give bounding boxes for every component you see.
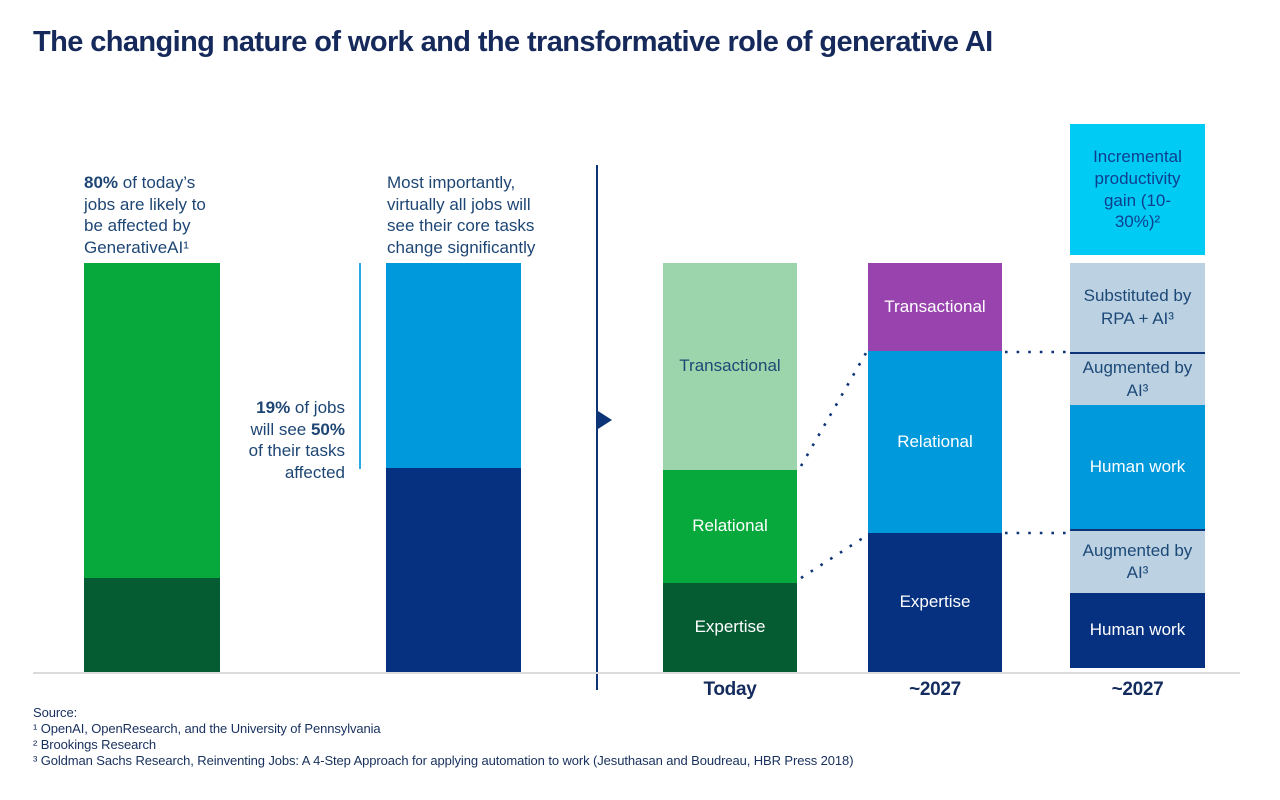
incremental-productivity-gain-label: Incremental productivity gain (10-30%)²	[1093, 147, 1182, 232]
annotation-core-tasks: Most importantly, virtually all jobs wil…	[387, 173, 536, 257]
bar-segment-transactional: Transactional	[868, 263, 1002, 351]
bar-segment-tasks-change-share	[386, 263, 521, 468]
bar-segment-label: Expertise	[899, 592, 971, 612]
bar-segment-augmented-by-ai-upper: Augmented by AI³	[1070, 352, 1205, 405]
bar-segment-expertise: Expertise	[663, 583, 797, 672]
bar-segment-label: Human work	[1089, 456, 1186, 476]
bar-segment-label: Human work	[1089, 620, 1186, 640]
bar-jobs-affected	[84, 263, 220, 672]
bar-segment-label: Transactional	[884, 296, 986, 316]
bar-segment-transactional: Transactional	[663, 263, 797, 470]
annotation-80pct-bold: 80%	[84, 173, 119, 192]
annotation-19pct-bold1: 19%	[256, 398, 291, 417]
bar-segment-remainder	[84, 578, 220, 672]
source-line-heading: Source:	[33, 705, 78, 720]
bar-segment-remainder	[386, 468, 521, 672]
annotation-19pct-tick-line	[359, 263, 361, 469]
bar-segment-relational: Relational	[868, 351, 1002, 533]
bar-segment-label: Transactional	[679, 356, 781, 376]
axis-label-today: Today	[703, 679, 757, 700]
connector-dotted-expertise	[800, 534, 867, 580]
bar-segment-substituted-by-rpa-ai: Substituted by RPA + AI³	[1070, 263, 1205, 352]
bar-segment-label: Augmented by AI³	[1082, 540, 1193, 582]
source-note: Source: ¹ OpenAI, OpenResearch, and the …	[33, 705, 854, 769]
bar-segment-augmented-by-ai-lower: Augmented by AI³	[1070, 529, 1205, 593]
bar-segment-expertise: Expertise	[868, 533, 1002, 672]
bar-segment-label: Augmented by AI³	[1082, 358, 1193, 400]
source-line-3: ³ Goldman Sachs Research, Reinventing Jo…	[33, 753, 854, 768]
annotation-80pct-rest: of today’s jobs are likely to be affecte…	[84, 173, 206, 257]
chart-baseline	[33, 672, 1240, 674]
source-line-2: ² Brookings Research	[33, 737, 156, 752]
bar-segment-label: Relational	[692, 516, 768, 536]
bar-segment-human-work-lower: Human work	[1070, 593, 1205, 668]
bar-segment-label: Expertise	[694, 617, 766, 637]
bar-segment-label: Relational	[897, 431, 973, 451]
source-line-1: ¹ OpenAI, OpenResearch, and the Universi…	[33, 721, 381, 736]
axis-label-2027-mid: ~2027	[909, 679, 961, 700]
bar-segment-relational: Relational	[663, 470, 797, 583]
bar-segment-affected-share	[84, 263, 220, 578]
section-divider-line	[596, 165, 598, 690]
page-title: The changing nature of work and the tran…	[33, 26, 993, 58]
annotation-19pct: 19% of jobs will see 50% of their tasks …	[238, 397, 345, 483]
annotation-80pct: 80% of today’s jobs are likely to be aff…	[84, 172, 222, 258]
connector-dotted-transactional	[799, 352, 868, 467]
bar-core-tasks	[386, 263, 521, 672]
bar-segment-human-work-upper: Human work	[1070, 405, 1205, 529]
bar-2027-work-split: Substituted by RPA + AI³ Augmented by AI³…	[1070, 263, 1205, 672]
arrow-right-icon	[598, 411, 612, 429]
annotation-19pct-text1: of jobs will see	[250, 398, 346, 439]
bar-2027-task-mix: Transactional Relational Expertise	[868, 263, 1002, 672]
bar-today: Transactional Relational Expertise	[663, 263, 797, 672]
incremental-productivity-gain-box: Incremental productivity gain (10-30%)²	[1070, 124, 1205, 255]
annotation-19pct-text2: of their tasks affected	[248, 441, 345, 482]
annotation-19pct-bold2: 50%	[310, 419, 345, 439]
axis-label-2027-right: ~2027	[1111, 679, 1164, 700]
bar-segment-label: Substituted by RPA + AI³	[1083, 286, 1192, 328]
